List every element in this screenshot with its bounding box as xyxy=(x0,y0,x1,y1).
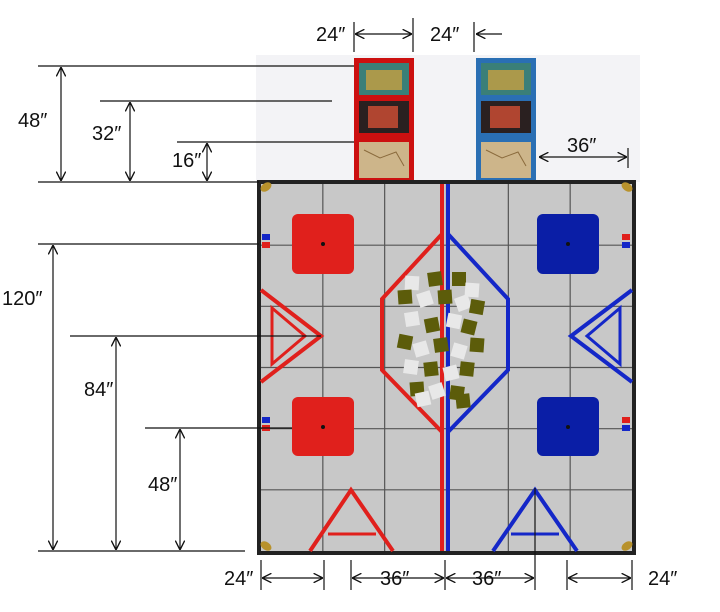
debris-block xyxy=(454,294,472,312)
blue-side-triangle xyxy=(567,288,634,384)
debris-block xyxy=(464,282,480,298)
debris-block xyxy=(423,316,441,334)
debris-block xyxy=(403,310,421,328)
debris-block xyxy=(469,337,485,353)
debris-block xyxy=(412,340,430,358)
debris-block xyxy=(396,333,414,351)
debris-block xyxy=(423,361,439,377)
debris-block xyxy=(452,272,466,286)
corner-marker xyxy=(621,182,633,192)
debris-block xyxy=(403,359,419,375)
corner-marker xyxy=(260,182,272,192)
dim-left-32: 32″ xyxy=(92,123,121,145)
tower-backdrop xyxy=(256,55,640,182)
blue-tower xyxy=(476,58,536,182)
dim-top-left: 24″ xyxy=(316,24,345,46)
debris-block xyxy=(428,382,446,400)
debris-block xyxy=(455,393,471,409)
dim-bottom-24-right: 24″ xyxy=(648,568,677,590)
right-beacon-top xyxy=(622,234,630,248)
dim-left-48-lower: 48″ xyxy=(148,474,177,496)
debris-block xyxy=(437,289,453,305)
right-beacon-bottom xyxy=(622,417,630,431)
corner-marker xyxy=(260,541,272,551)
debris-block xyxy=(459,361,475,377)
dimension-labels: 24″ 24″ 48″ 32″ 16″ 36″ 120″ 84″ 48″ 24″… xyxy=(2,24,677,590)
debris-block xyxy=(450,342,468,360)
map-art-icon xyxy=(481,142,531,178)
dim-left-16: 16″ xyxy=(172,150,201,172)
dimension-lines xyxy=(38,18,633,590)
debris-block xyxy=(433,337,449,353)
dim-bottom-36-right: 36″ xyxy=(472,568,501,590)
map-art-icon xyxy=(359,142,409,178)
dim-bottom-36-left: 36″ xyxy=(380,568,409,590)
dim-top-right: 24″ xyxy=(430,24,459,46)
red-hexagon-half xyxy=(380,232,444,434)
dim-bottom-24-left: 24″ xyxy=(224,568,253,590)
red-bottom-triangle xyxy=(308,486,395,553)
debris-block xyxy=(468,298,486,316)
dim-left-120: 120″ xyxy=(2,288,42,310)
corner-marker xyxy=(621,541,633,551)
dim-left-84: 84″ xyxy=(84,379,113,401)
playing-field xyxy=(257,180,636,555)
left-beacon-top xyxy=(262,234,270,248)
debris-block xyxy=(416,290,434,308)
red-tower xyxy=(354,58,414,182)
dim-right-36: 36″ xyxy=(567,135,596,157)
debris-block xyxy=(404,275,420,291)
center-debris xyxy=(396,271,486,409)
dim-left-48: 48″ xyxy=(18,110,47,132)
debris-block xyxy=(397,289,413,305)
blue-hexagon-half xyxy=(446,232,510,434)
debris-block xyxy=(460,318,478,336)
debris-block xyxy=(427,271,443,287)
debris-block xyxy=(442,364,460,382)
debris-block xyxy=(445,312,463,330)
debris-block xyxy=(414,390,432,408)
